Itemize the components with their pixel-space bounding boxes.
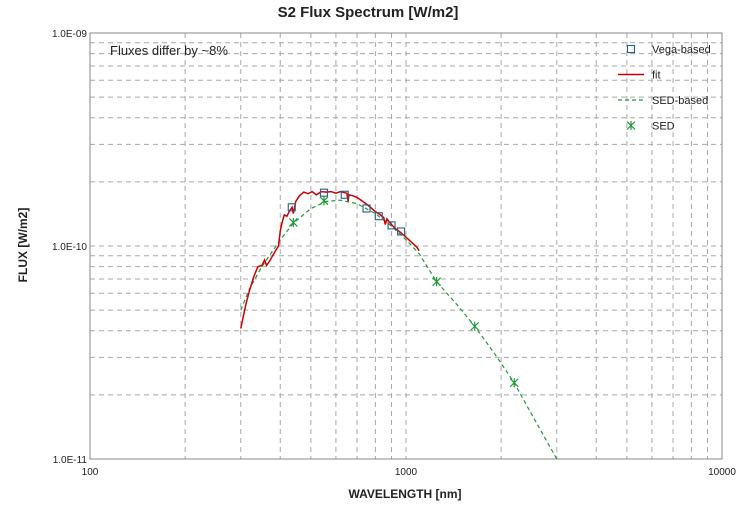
- x-tick-label: 1000: [395, 467, 418, 478]
- data-point-vega-based: [387, 221, 396, 230]
- data-point-sed: [470, 321, 480, 331]
- x-tick-label: 100: [82, 467, 99, 478]
- data-point-sed: [288, 217, 298, 227]
- data-point-sed: [509, 378, 519, 388]
- grid-lines: [90, 33, 722, 459]
- series-layer: [240, 188, 558, 460]
- data-point-vega-based: [340, 190, 349, 199]
- x-tick-label: 10000: [708, 467, 736, 478]
- series-line-fit: [240, 190, 420, 329]
- data-point-vega-based: [287, 203, 296, 212]
- legend-item-fit: fit: [618, 70, 661, 82]
- data-point-vega-based: [362, 204, 371, 213]
- legend-label: fit: [652, 70, 661, 82]
- legend-item-sed-based: SED-based: [618, 95, 708, 107]
- legend-symbol: [626, 44, 636, 54]
- data-point-sed: [432, 277, 442, 287]
- legend-item-sed: SED: [626, 121, 675, 133]
- legend-label: SED: [652, 121, 675, 133]
- data-point-sed: [319, 196, 329, 206]
- legend: Vega-based fit SED-based SED: [618, 44, 711, 133]
- y-tick-label: 1.0E-10: [52, 242, 87, 253]
- y-axis-label: FLUX [W/m2]: [16, 208, 30, 283]
- data-point-vega-based: [397, 227, 406, 236]
- y-tick-label: 1.0E-09: [52, 29, 87, 40]
- x-axis-label: WAVELENGTH [nm]: [348, 487, 461, 501]
- data-point-vega-based: [319, 188, 329, 197]
- series-fit: [240, 190, 420, 329]
- series-line-sed-based: [240, 199, 558, 460]
- legend-label: SED-based: [652, 95, 708, 107]
- y-tick-label: 1.0E-11: [53, 455, 88, 466]
- legend-label: Vega-based: [652, 44, 711, 56]
- data-point-vega-based: [374, 212, 383, 221]
- legend-item-vega-based: Vega-based: [626, 44, 711, 56]
- series-sed: [288, 196, 519, 388]
- chart-title: S2 Flux Spectrum [W/m2]: [278, 4, 459, 21]
- series-sed-based: [240, 199, 558, 460]
- series-vega-based: [287, 188, 406, 236]
- tick-labels: 100 1000 10000 1.0E-09 1.0E-10 1.0E-11: [52, 29, 736, 478]
- chart-annotation: Fluxes differ by ~8%: [110, 43, 228, 58]
- plot-frame: [89, 32, 723, 460]
- legend-symbol: [626, 121, 636, 130]
